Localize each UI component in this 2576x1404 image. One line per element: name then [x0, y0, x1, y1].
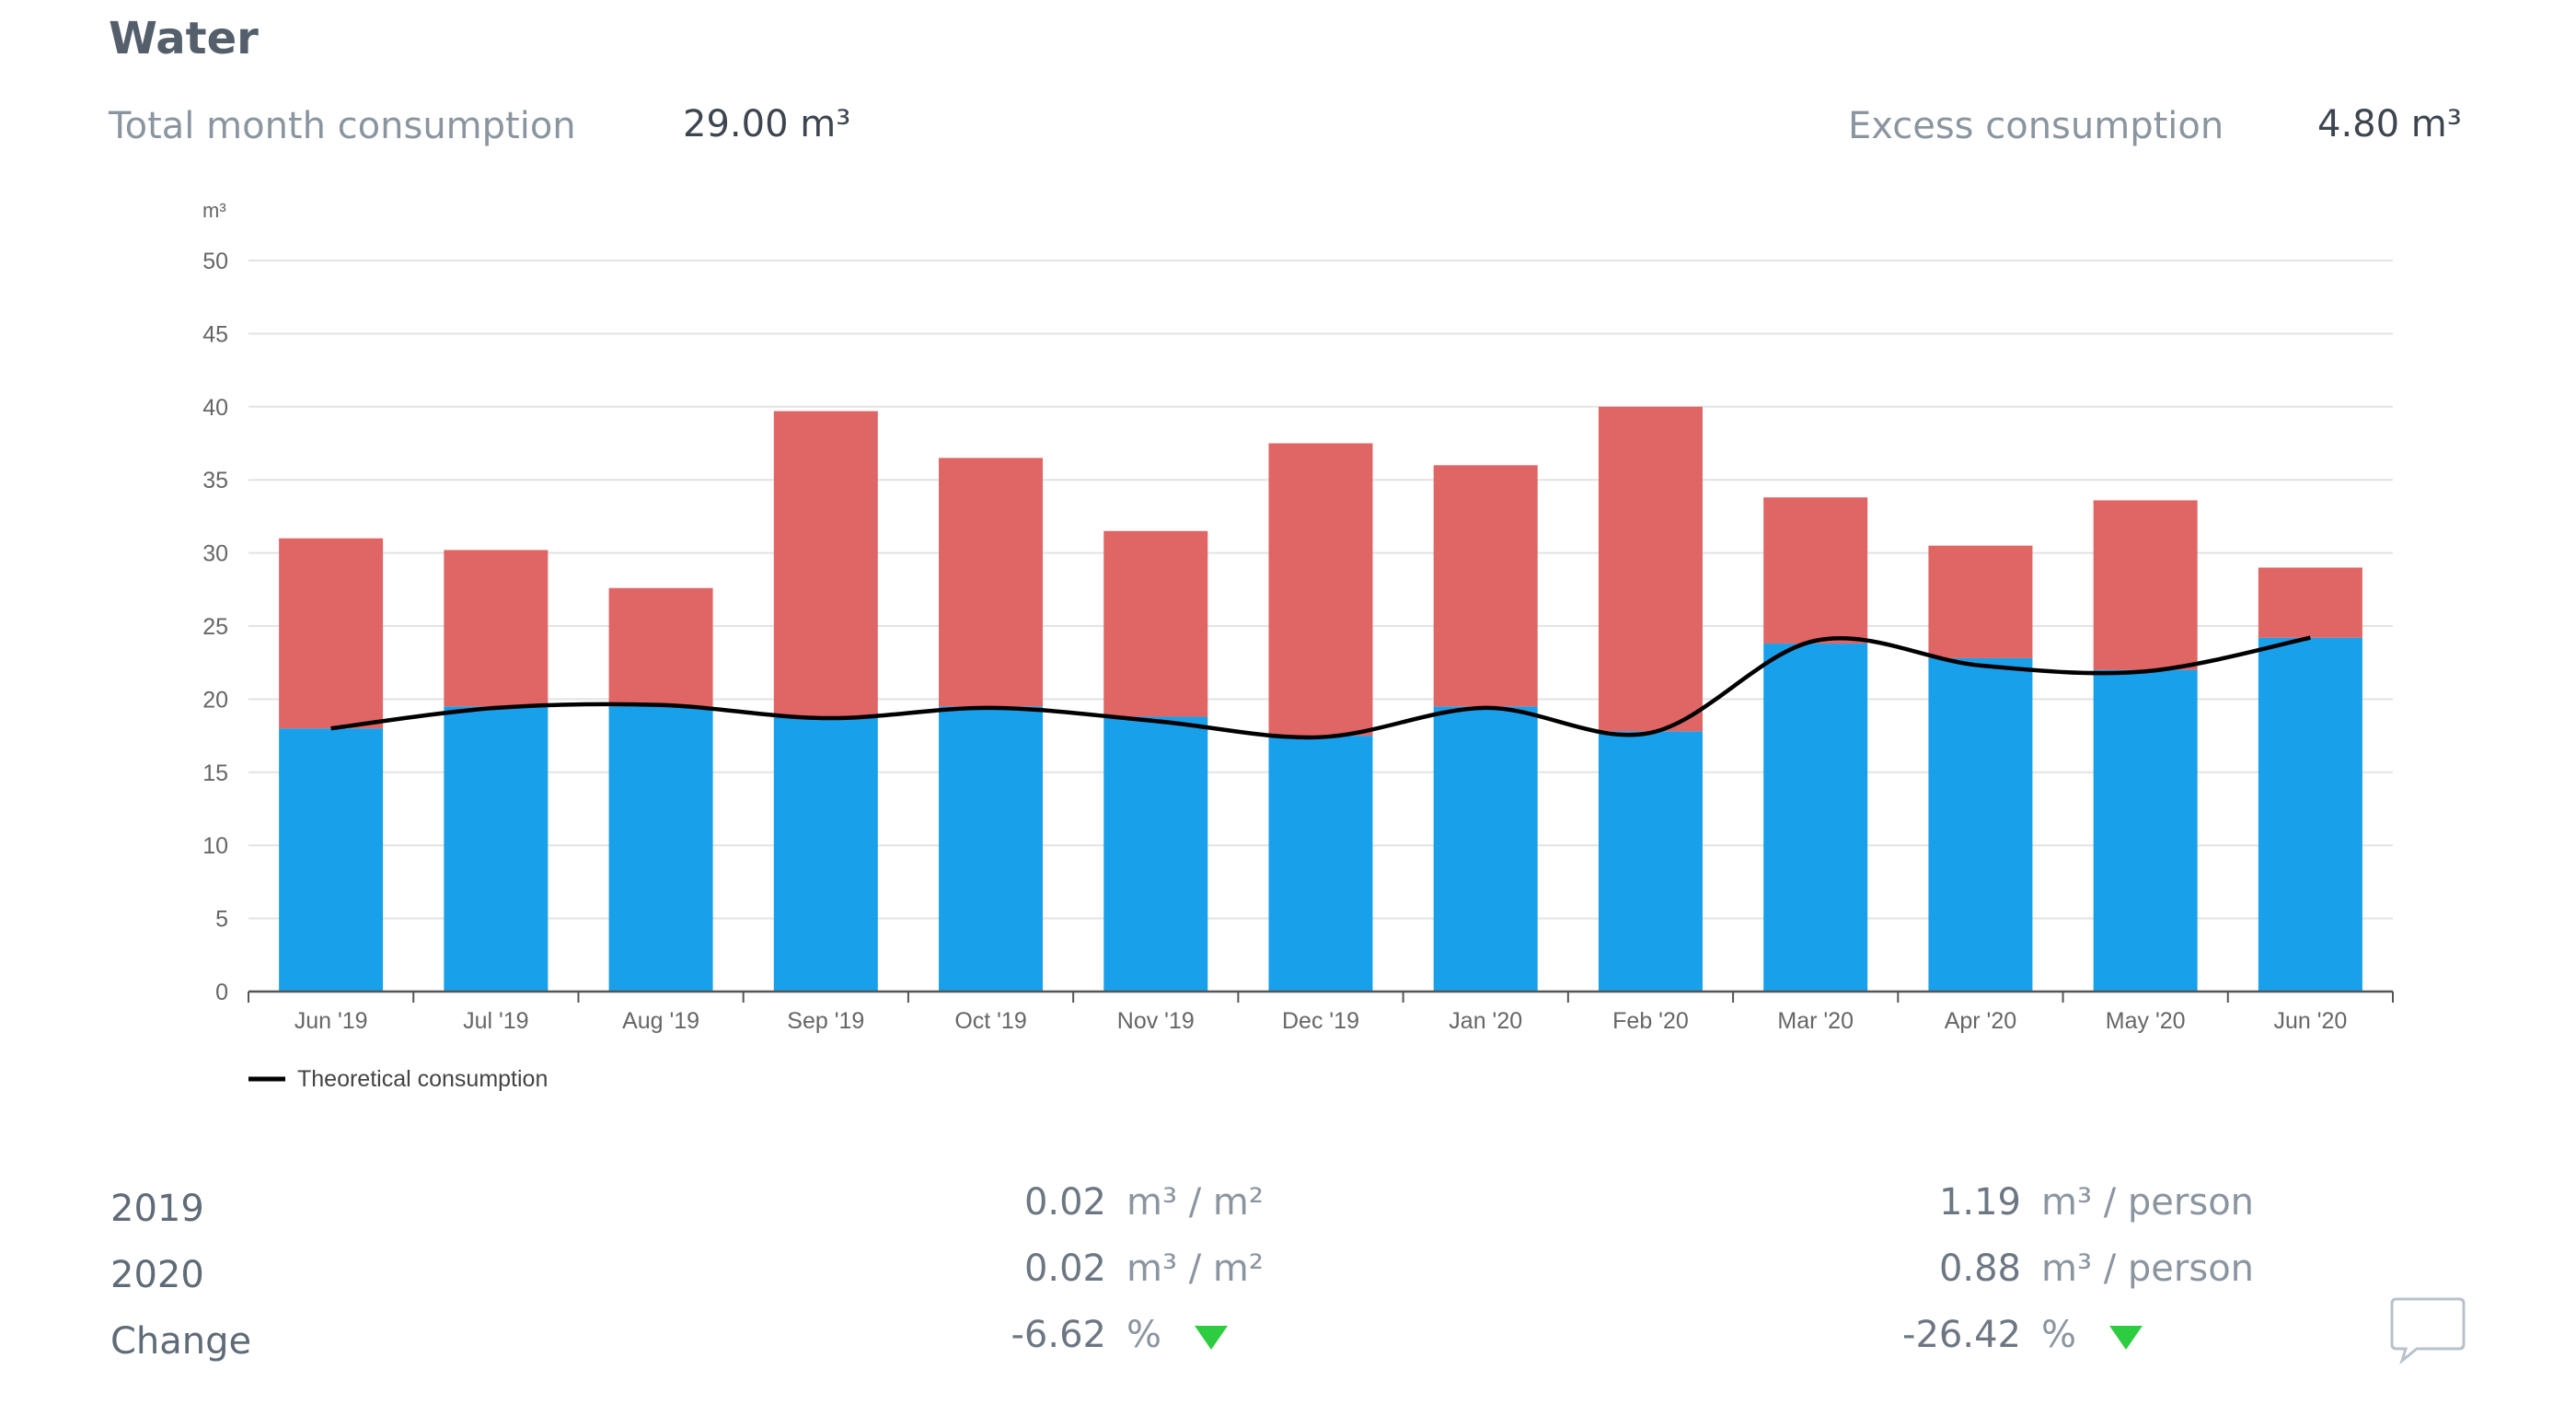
y-tick-label: 40: [202, 395, 228, 421]
bar-actual: [773, 716, 878, 992]
y-tick-label: 45: [202, 321, 228, 347]
bar-excess: [444, 550, 549, 707]
bar-actual: [2093, 669, 2198, 992]
percent-unit: %: [2041, 1314, 2077, 1356]
x-tick-label: Dec '19: [1282, 1008, 1359, 1034]
x-tick-label: Aug '19: [622, 1008, 699, 1034]
bar-excess: [2258, 567, 2362, 638]
y-tick-label: 50: [202, 249, 228, 274]
bar-excess: [1763, 497, 1868, 644]
theoretical-consumption-line: [330, 635, 2311, 740]
bar-excess: [939, 458, 1044, 707]
bar-actual: [1763, 644, 1868, 992]
total-consumption-label: Total month consumption: [109, 105, 576, 147]
bar-actual: [1433, 706, 1538, 992]
x-tick-label: Feb '20: [1612, 1008, 1689, 1034]
bar-excess: [773, 411, 878, 717]
bar-actual: [2258, 637, 2362, 992]
stat-row-label: 2019: [110, 1188, 204, 1230]
bar-excess: [1433, 465, 1538, 707]
triangle-down-icon: [1195, 1326, 1228, 1350]
y-tick-label: 10: [202, 833, 228, 859]
bar-actual: [939, 706, 1044, 992]
bar-actual: [279, 728, 384, 992]
x-tick-label: Nov '19: [1117, 1008, 1195, 1034]
y-tick-label: 30: [202, 541, 228, 567]
person-unit: m³ / person: [2041, 1181, 2255, 1224]
consumption-chart: m³ 0 5 10 15 20 25 30 35 40 45 50 Jun '19 Jul '19 Aug …: [202, 199, 2394, 1092]
area-unit: m³ / m²: [1126, 1247, 1264, 1290]
x-tick-label: Jul '19: [463, 1008, 528, 1034]
bar-actual: [1103, 716, 1208, 992]
y-tick-label: 25: [202, 614, 228, 640]
stat-row-label: Change: [110, 1320, 252, 1363]
bar-excess: [279, 538, 384, 729]
bar-excess: [1928, 545, 2033, 658]
bar-actual: [1598, 731, 1703, 992]
bar-excess: [1103, 530, 1208, 717]
bar-excess: [1268, 443, 1373, 737]
x-tick-label: Apr '20: [1945, 1008, 2016, 1034]
bar-excess: [2093, 500, 2198, 670]
x-tick-label: Oct '19: [954, 1008, 1026, 1034]
x-tick-label: Jun '19: [295, 1008, 368, 1034]
excess-consumption-label: Excess consumption: [1848, 105, 2224, 147]
y-tick-label: 0: [215, 980, 228, 1005]
area-unit: m³ / m²: [1126, 1181, 1264, 1224]
bar-actual: [608, 706, 713, 992]
y-axis-unit: m³: [202, 199, 226, 222]
x-tick-label: Jan '20: [1449, 1008, 1522, 1034]
chat-bubble-icon[interactable]: [2389, 1296, 2466, 1364]
total-consumption-value: 29.00 m³: [683, 103, 851, 145]
area-value-2019: 0.02: [1023, 1181, 1106, 1224]
bar-excess: [1598, 406, 1703, 732]
person-unit: m³ / person: [2041, 1247, 2255, 1290]
area-value-2020: 0.02: [1023, 1247, 1106, 1290]
bar-actual: [1928, 657, 2033, 992]
person-change-value: -26.42: [1902, 1314, 2021, 1356]
x-tick-label: Mar '20: [1777, 1008, 1854, 1034]
triangle-down-icon: [2109, 1326, 2143, 1350]
x-tick-label: Jun '20: [2273, 1008, 2347, 1034]
y-tick-label: 15: [202, 760, 228, 786]
person-value-2020: 0.88: [1938, 1247, 2021, 1290]
legend-label: Theoretical consumption: [297, 1066, 548, 1092]
y-tick-label: 35: [202, 468, 228, 493]
person-value-2019: 1.19: [1938, 1181, 2021, 1224]
page-title: Water: [109, 13, 259, 64]
excess-consumption-value: 4.80 m³: [2317, 103, 2462, 145]
y-tick-label: 20: [202, 687, 228, 713]
area-change-value: -6.62: [1011, 1314, 1107, 1356]
x-tick-label: May '20: [2106, 1008, 2186, 1034]
bar-actual: [1268, 736, 1373, 992]
percent-unit: %: [1126, 1314, 1162, 1356]
bar-excess: [608, 587, 713, 707]
stat-row-label: 2020: [110, 1254, 204, 1296]
y-tick-label: 5: [215, 907, 228, 933]
x-tick-label: Sep '19: [787, 1008, 864, 1034]
bar-actual: [444, 706, 549, 992]
